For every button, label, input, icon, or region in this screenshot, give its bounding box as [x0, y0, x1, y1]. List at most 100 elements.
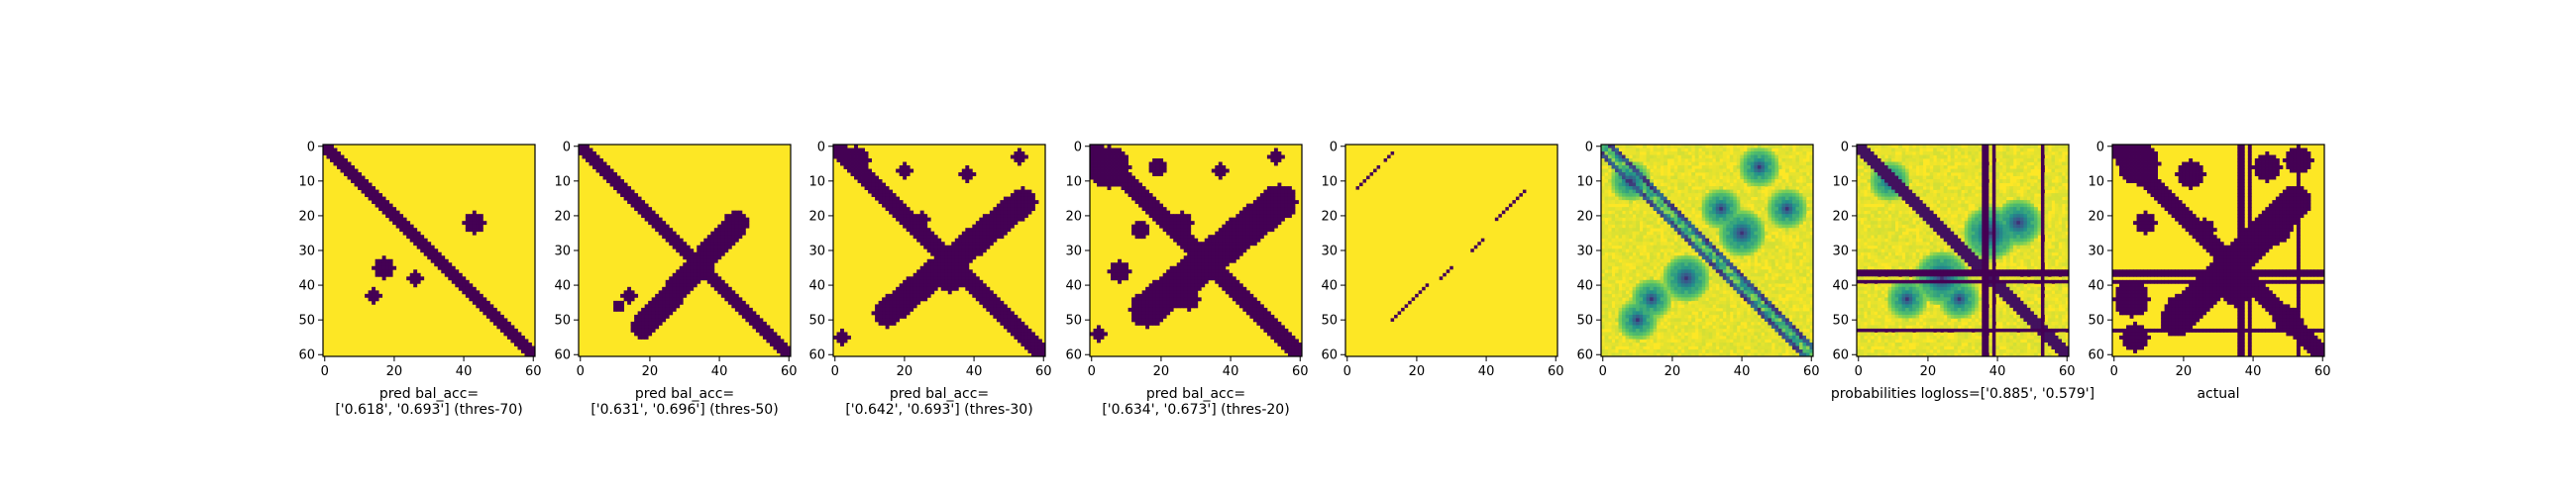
heatmap-cell [1215, 272, 1220, 277]
heatmap-cell [780, 346, 785, 350]
heatmap-cell [375, 272, 379, 277]
heatmap-cell [940, 276, 945, 281]
heatmap-cell [1204, 272, 1209, 277]
heatmap-cell [1125, 172, 1128, 176]
heatmap-cell [1719, 189, 1724, 194]
heatmap-cell [1208, 238, 1213, 243]
heatmap-cell [1618, 193, 1623, 198]
heatmap-cell [1138, 307, 1143, 312]
heatmap-cell [637, 200, 642, 205]
heatmap-cell [1639, 203, 1644, 208]
heatmap-cell [388, 262, 393, 267]
x-tick-label: 40 [1223, 364, 1239, 379]
heatmap-cell [954, 265, 959, 270]
heatmap-cell [1238, 251, 1243, 256]
heatmap-cell [1245, 297, 1250, 302]
heatmap-cell [589, 151, 593, 155]
heatmap-cell [1712, 196, 1717, 201]
heatmap-cell [465, 293, 470, 298]
heatmap-cell [1733, 238, 1738, 243]
heatmap-cell [1014, 214, 1019, 219]
heatmap-cell [381, 269, 386, 274]
heatmap-cell [655, 228, 660, 233]
heatmap-cell [1743, 255, 1748, 260]
heatmap-cell [1701, 186, 1706, 191]
heatmap-cell [1601, 145, 1605, 148]
heatmap-cell [1287, 193, 1292, 198]
heatmap-cell [586, 145, 590, 148]
heatmap-cell [1798, 161, 1803, 166]
heatmap-cell [1805, 245, 1810, 249]
heatmap-cell [1242, 248, 1247, 253]
heatmap-cell [1201, 269, 1206, 274]
heatmap-cell [1601, 231, 1605, 236]
heatmap-cell [1673, 245, 1678, 249]
heatmap-cell [1694, 248, 1699, 253]
heatmap-cell [933, 245, 938, 249]
heatmap-cell [1020, 335, 1025, 340]
heatmap-cell [613, 182, 617, 187]
heatmap-cell [1218, 172, 1223, 176]
heatmap-cell [1657, 200, 1662, 205]
heatmap-cell [1666, 179, 1671, 183]
heatmap-cell [499, 328, 504, 333]
heatmap-cell [1111, 148, 1115, 152]
heatmap-cell [1680, 245, 1685, 249]
heatmap-cell [683, 262, 688, 267]
heatmap-cell [1650, 235, 1655, 240]
heatmap-cell [1798, 168, 1803, 173]
heatmap-cell [1256, 196, 1261, 201]
heatmap-cell [1660, 161, 1664, 166]
heatmap-cell [1287, 196, 1292, 201]
heatmap-cell [1622, 231, 1626, 236]
heatmap-cell [1148, 304, 1153, 309]
heatmap-cell [875, 179, 880, 183]
heatmap-cell [713, 235, 718, 240]
heatmap-cell [1134, 293, 1139, 298]
heatmap-cell [1611, 148, 1616, 152]
heatmap-cell [916, 217, 921, 222]
heatmap-cell [1781, 217, 1786, 222]
heatmap-cell [662, 235, 667, 240]
y-tick-label: 40 [1065, 279, 1082, 294]
heatmap-cell [940, 286, 945, 291]
heatmap-cell [871, 189, 876, 194]
heatmap-cell [1657, 168, 1662, 173]
heatmap-cell [896, 311, 901, 316]
heatmap-cell [1677, 210, 1682, 215]
heatmap-cell [1694, 210, 1699, 215]
heatmap-cell [644, 304, 649, 309]
heatmap-cell [1625, 217, 1630, 222]
heatmap-cell [616, 182, 621, 187]
heatmap-cell [1114, 168, 1119, 173]
heatmap-cell [1218, 262, 1223, 267]
heatmap-cell [1141, 193, 1146, 198]
heatmap-cell [861, 179, 865, 183]
heatmap-cell [1155, 203, 1160, 208]
heatmap-cell [912, 235, 917, 240]
heatmap-cell [1141, 311, 1146, 316]
heatmap-cell [1729, 179, 1734, 183]
heatmap-cell [982, 214, 987, 219]
heatmap-cell [1632, 217, 1637, 222]
heatmap-cell [641, 332, 646, 337]
heatmap-cell [1622, 158, 1626, 162]
heatmap-cell [1719, 200, 1724, 205]
heatmap-cell [919, 272, 924, 277]
heatmap-cell [693, 276, 698, 281]
heatmap-cell [413, 242, 418, 247]
heatmap-cell [1788, 158, 1793, 162]
heatmap-cell [506, 332, 511, 337]
heatmap-cell [679, 242, 684, 247]
heatmap-cell [496, 318, 501, 323]
heatmap-cell [1708, 224, 1713, 229]
heatmap-cell [937, 251, 942, 256]
heatmap-cell [448, 276, 453, 281]
heatmap-cell [1197, 286, 1202, 291]
heatmap-cell [1666, 189, 1671, 194]
heatmap-cell [683, 265, 688, 270]
x-tick-label: 0 [1088, 364, 1096, 379]
heatmap-cell [1677, 186, 1682, 191]
heatmap-cell [451, 272, 456, 277]
